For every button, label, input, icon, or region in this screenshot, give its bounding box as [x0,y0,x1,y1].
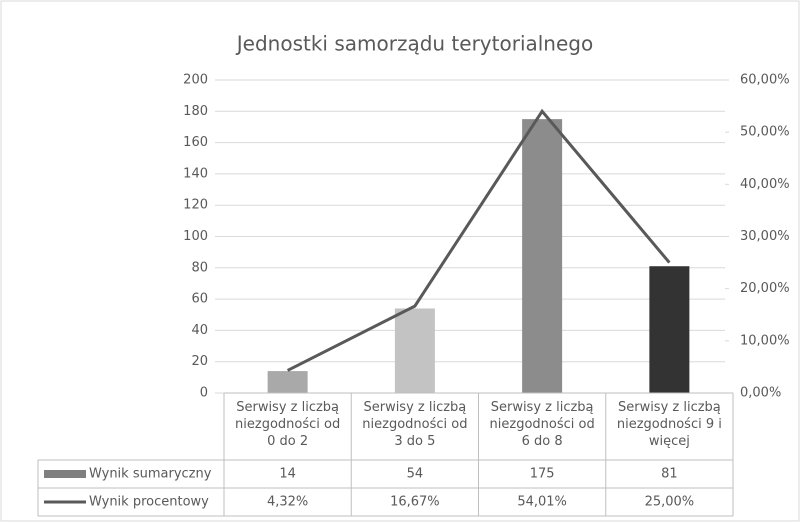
bar [267,371,308,393]
legend-label: Wynik procentowy [89,495,209,510]
y2-tick-label: 10,00% [740,333,790,348]
table-value: 25,00% [645,495,695,510]
y2-tick-label: 50,00% [740,125,790,140]
table-value: 4,32% [267,495,308,510]
y-tick-label: 160 [183,135,208,150]
bar [394,308,435,393]
y-tick-label: 100 [183,229,208,244]
table-value: 54 [407,467,424,482]
y-tick-label: 80 [191,260,208,275]
table-value: 81 [661,467,678,482]
table-value: 175 [530,467,555,482]
x-tick-label: Serwisy z liczbą niezgodności od 6 do 8 [489,400,595,449]
y-tick-label: 0 [200,386,208,401]
y2-tick-label: 60,00% [740,73,790,88]
y2-tick-label: 0,00% [740,386,781,401]
table-value: 16,67% [390,495,440,510]
y-tick-label: 20 [191,354,208,369]
y2-tick-label: 40,00% [740,177,790,192]
bar [522,119,563,393]
y-tick-label: 140 [183,166,208,181]
x-tick-label: Serwisy z liczbą niezgodności od 0 do 2 [235,400,341,449]
y-tick-label: 40 [191,323,208,338]
y2-tick-label: 20,00% [740,281,790,296]
legend-label: Wynik sumaryczny [89,467,212,482]
y-tick-label: 200 [183,73,208,88]
bar [649,266,690,393]
chart-title: Jednostki samorządu terytorialnego [235,32,593,56]
legend-swatch [44,470,86,478]
y2-tick-label: 30,00% [740,229,790,244]
x-tick-label: Serwisy z liczbą niezgodności 9 i więcej [616,400,722,449]
y-tick-label: 180 [183,104,208,119]
table-value: 14 [279,467,296,482]
y-tick-label: 60 [191,292,208,307]
y-tick-label: 120 [183,198,208,213]
table-value: 54,01% [517,495,567,510]
line [286,108,671,372]
x-tick-label: Serwisy z liczbą niezgodności od 3 do 5 [362,400,468,449]
